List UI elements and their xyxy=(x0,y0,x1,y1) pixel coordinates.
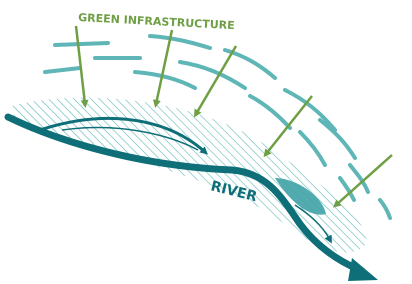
diagram: GREEN INFRASTRUCTURE RIVER xyxy=(0,0,412,284)
floodplain xyxy=(12,98,366,253)
green-infrastructure-label: GREEN INFRASTRUCTURE xyxy=(78,11,235,32)
river-arrowhead xyxy=(348,258,378,281)
